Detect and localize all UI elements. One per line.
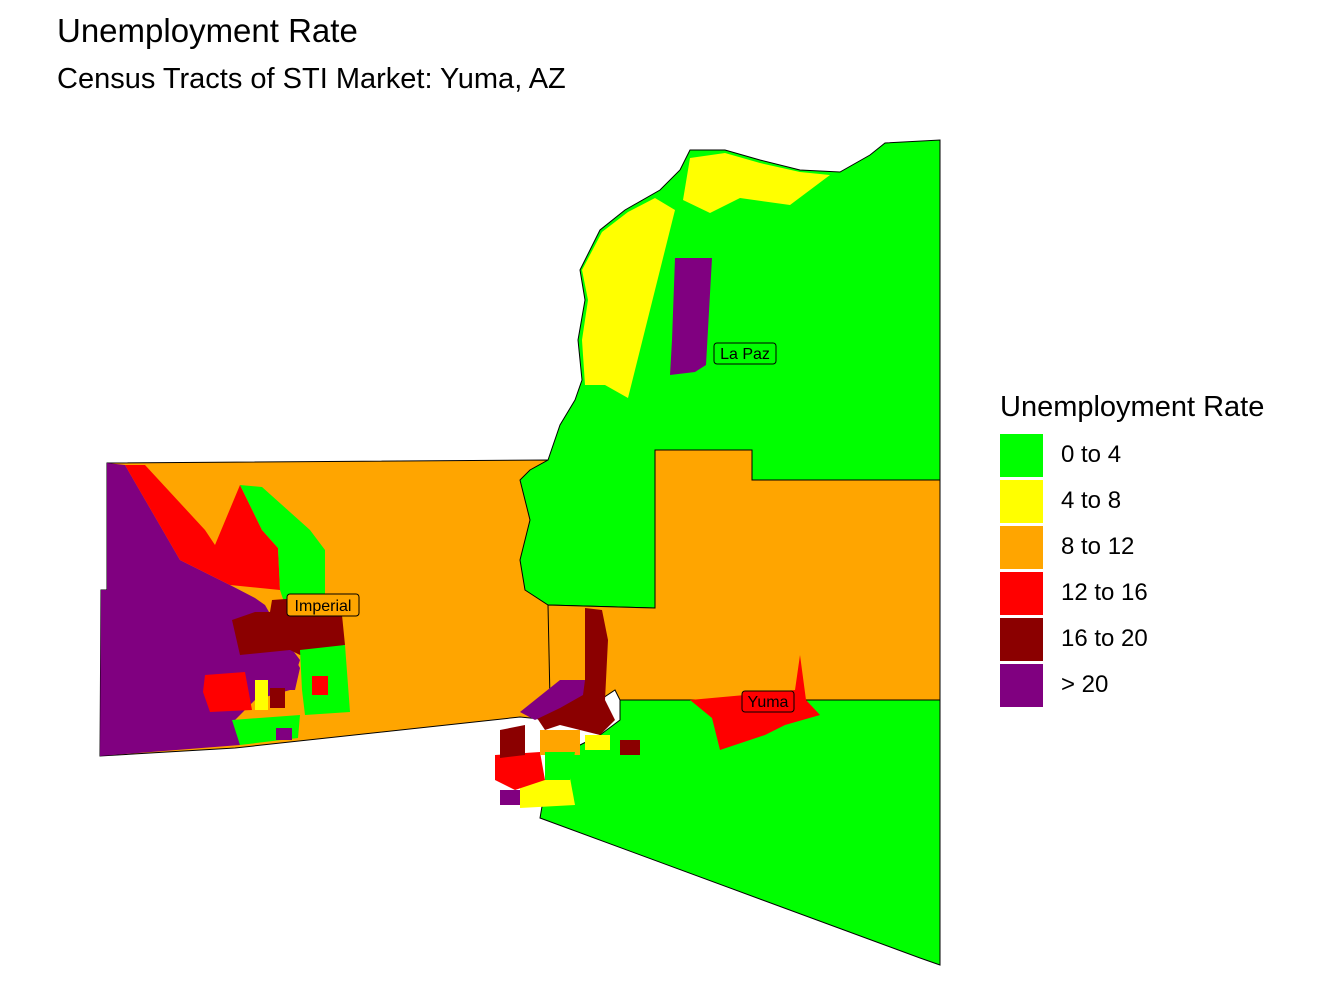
tract-imperial-green-n — [240, 485, 325, 605]
legend-label: > 20 — [1061, 671, 1109, 698]
tract-imperial-darkred-2 — [270, 688, 285, 708]
tract-imperial-red-nw — [125, 465, 280, 590]
map-title: Unemployment Rate — [57, 12, 358, 49]
county-label-imperial: Imperial — [286, 593, 360, 617]
map-subtitle: Census Tracts of STI Market: Yuma, AZ — [57, 63, 566, 95]
tract-imperial-red-2 — [312, 676, 328, 695]
county-label-yuma: Yuma — [741, 690, 795, 713]
legend-swatch — [1000, 571, 1043, 615]
tract-yuma-green-sw — [545, 752, 575, 780]
legend-item: 4 to 8 — [1000, 478, 1264, 524]
svg-text:La Paz: La Paz — [720, 346, 770, 363]
county-label-la-paz: La Paz — [713, 342, 777, 365]
legend-item: 0 to 4 — [1000, 432, 1264, 478]
legend-swatch — [1000, 617, 1043, 661]
legend-swatch — [1000, 525, 1043, 569]
svg-text:Yuma: Yuma — [748, 694, 789, 711]
legend-label: 0 to 4 — [1061, 441, 1122, 468]
legend-label: 12 to 16 — [1061, 579, 1148, 606]
tract-yuma-purple — [520, 680, 585, 720]
tract-imperial-purple-c — [240, 650, 300, 690]
tract-imperial-red-s — [203, 672, 252, 712]
legend-swatch — [1000, 479, 1043, 523]
tract-yuma-red-sw — [495, 752, 545, 790]
legend-items: 0 to 4 4 to 8 8 to 12 12 to 16 16 to 20 > 20 — [1000, 432, 1264, 708]
legend-label: 16 to 20 — [1061, 625, 1148, 652]
tract-yuma-darkred-e — [620, 740, 640, 755]
legend-title: Unemployment Rate — [1000, 391, 1265, 423]
svg-text:Imperial: Imperial — [295, 598, 352, 615]
legend-item: 8 to 12 — [1000, 524, 1264, 570]
tract-lapaz-yellow-n — [683, 153, 830, 213]
tract-yuma-yellow-sw — [520, 778, 575, 808]
legend-swatch — [1000, 663, 1043, 707]
tract-imperial-west — [100, 463, 300, 756]
tract-lapaz-purple — [670, 258, 712, 375]
tract-yuma-darkred-sw — [500, 725, 525, 758]
legend-item: 16 to 20 — [1000, 616, 1264, 662]
legend: Unemployment Rate 0 to 4 4 to 8 8 to 12 12 … — [1000, 391, 1264, 708]
tract-imperial-yellow — [255, 680, 268, 710]
legend-item: 12 to 16 — [1000, 570, 1264, 616]
legend-swatch — [1000, 433, 1043, 477]
legend-label: 8 to 12 — [1061, 533, 1135, 560]
legend-item: > 20 — [1000, 662, 1264, 708]
tract-lapaz-yellow-w — [582, 198, 675, 398]
tract-yuma-orange-sw — [540, 730, 580, 755]
tract-yuma-purple-sw — [500, 790, 520, 805]
tract-yuma-yellow-e — [585, 735, 610, 750]
tract-imperial-purple-s — [276, 728, 292, 740]
tract-yuma-green-s — [539, 699, 941, 966]
legend-label: 4 to 8 — [1061, 487, 1122, 514]
